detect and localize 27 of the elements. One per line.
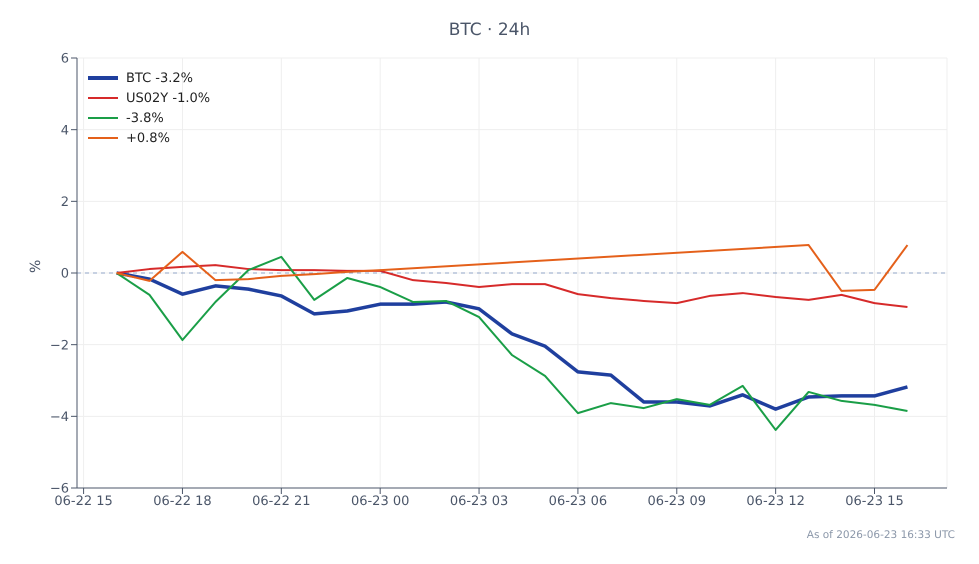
x-tick-label: 06-23 12: [746, 494, 805, 510]
chart-title: BTC · 24h: [448, 20, 532, 40]
legend-label: -3.8%: [126, 110, 164, 126]
x-tick-label: 06-22 18: [153, 494, 212, 510]
legend-label: BTC -3.2%: [126, 70, 194, 86]
x-tick-label: 06-23 06: [548, 494, 608, 510]
y-tick-label: 6: [60, 52, 69, 67]
y-tick-label: 0: [60, 266, 69, 282]
x-tick-label: 06-22 21: [252, 494, 311, 510]
legend-label: US02Y -1.0%: [126, 90, 210, 106]
line-series: [116, 244, 908, 292]
y-tick-label: −6: [50, 482, 69, 497]
text: As of 2026-06-23 16:33 UTC: [806, 529, 955, 541]
y-tick-label: −4: [50, 410, 69, 425]
line-series: [116, 256, 908, 431]
line-series: [114, 271, 910, 411]
y-axis-title: %: [28, 260, 44, 273]
x-tick-label: 06-23 03: [450, 494, 508, 510]
x-tick-label: 06-23 00: [350, 494, 410, 510]
x-tick-label: 06-23 15: [845, 494, 904, 510]
y-tick-label: 4: [60, 123, 69, 138]
legend-label: +0.8%: [126, 130, 170, 146]
x-tick-label: 06-22 15: [54, 494, 113, 510]
line-series: [116, 264, 908, 308]
x-tick-label: 06-23 09: [648, 494, 706, 510]
y-tick-label: −2: [50, 338, 69, 354]
y-tick-label: 2: [60, 194, 69, 210]
